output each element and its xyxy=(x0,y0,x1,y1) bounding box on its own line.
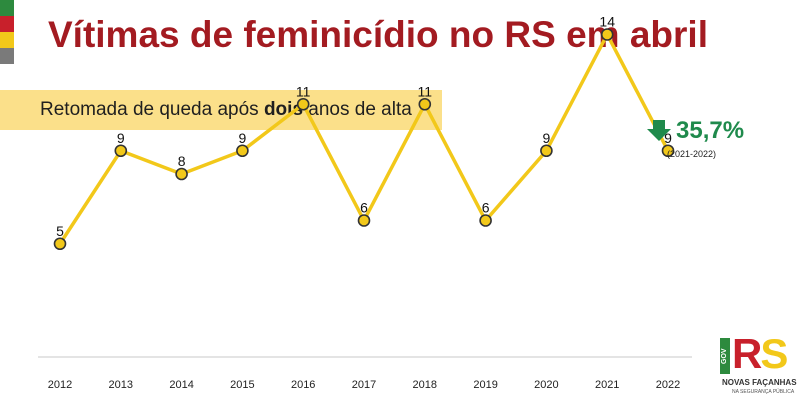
subtitle-post: anos de alta xyxy=(303,99,412,120)
subtitle-bold: dois xyxy=(263,99,304,120)
x-tick-label: 2017 xyxy=(352,379,376,391)
data-point xyxy=(236,144,249,158)
x-tick-label: 2016 xyxy=(291,379,315,391)
x-tick-label: 2013 xyxy=(109,379,133,391)
data-label: 5 xyxy=(56,223,64,239)
data-label: 9 xyxy=(239,130,247,146)
data-label: 14 xyxy=(599,14,615,30)
flag-stripe xyxy=(0,0,14,64)
logo-subtitle: NA SEGURANÇA PÚBLICA xyxy=(732,389,795,395)
x-tick-label: 2012 xyxy=(48,379,72,391)
data-label: 8 xyxy=(178,153,186,169)
data-label: 11 xyxy=(418,83,433,99)
data-label: 6 xyxy=(482,200,490,216)
subtitle-band xyxy=(0,90,442,130)
x-tick-label: 2021 xyxy=(595,379,619,391)
logo-name: NOVAS FAÇANHAS xyxy=(722,378,797,387)
subtitle: Retomada de queda após dois anos de alta xyxy=(40,99,412,121)
data-label: 9 xyxy=(664,130,672,146)
data-point xyxy=(175,167,188,181)
data-point xyxy=(600,28,614,41)
x-tick-label: 2020 xyxy=(534,379,558,391)
logo-s: S xyxy=(760,330,788,377)
subtitle-pre: Retomada de queda após xyxy=(40,99,264,120)
data-label: 9 xyxy=(543,130,551,146)
x-tick-label: 2022 xyxy=(656,379,680,391)
data-point xyxy=(53,237,67,251)
data-label: 9 xyxy=(117,130,125,146)
logo-r: R xyxy=(732,330,762,377)
data-point xyxy=(296,97,310,111)
page-title: Vítimas de feminicídio no RS em abril xyxy=(48,14,708,55)
arrow-down-icon xyxy=(647,120,671,141)
change-value: 35,7% xyxy=(676,117,745,144)
flag-red xyxy=(0,16,14,32)
flag-yellow xyxy=(0,32,14,48)
data-label: 11 xyxy=(296,83,311,99)
data-point xyxy=(357,214,371,227)
gov-rs-logo: GOV RS NOVAS FAÇANHAS NA SEGURANÇA PÚBLI… xyxy=(720,330,797,400)
logo-rs: RS xyxy=(732,330,788,378)
x-tick-label: 2018 xyxy=(413,379,437,391)
data-point xyxy=(661,144,675,158)
x-tick-label: 2015 xyxy=(230,379,254,391)
flag-green xyxy=(0,0,14,16)
data-label: 6 xyxy=(360,200,368,216)
change-period: (2021-2022) xyxy=(667,149,717,159)
flag-gray xyxy=(0,48,14,64)
data-point xyxy=(418,97,432,111)
data-point xyxy=(479,214,492,227)
data-point xyxy=(114,144,128,158)
x-tick-label: 2014 xyxy=(169,379,193,391)
logo-gov: GOV xyxy=(720,338,730,374)
data-point xyxy=(540,144,553,158)
x-tick-label: 2019 xyxy=(473,379,497,391)
